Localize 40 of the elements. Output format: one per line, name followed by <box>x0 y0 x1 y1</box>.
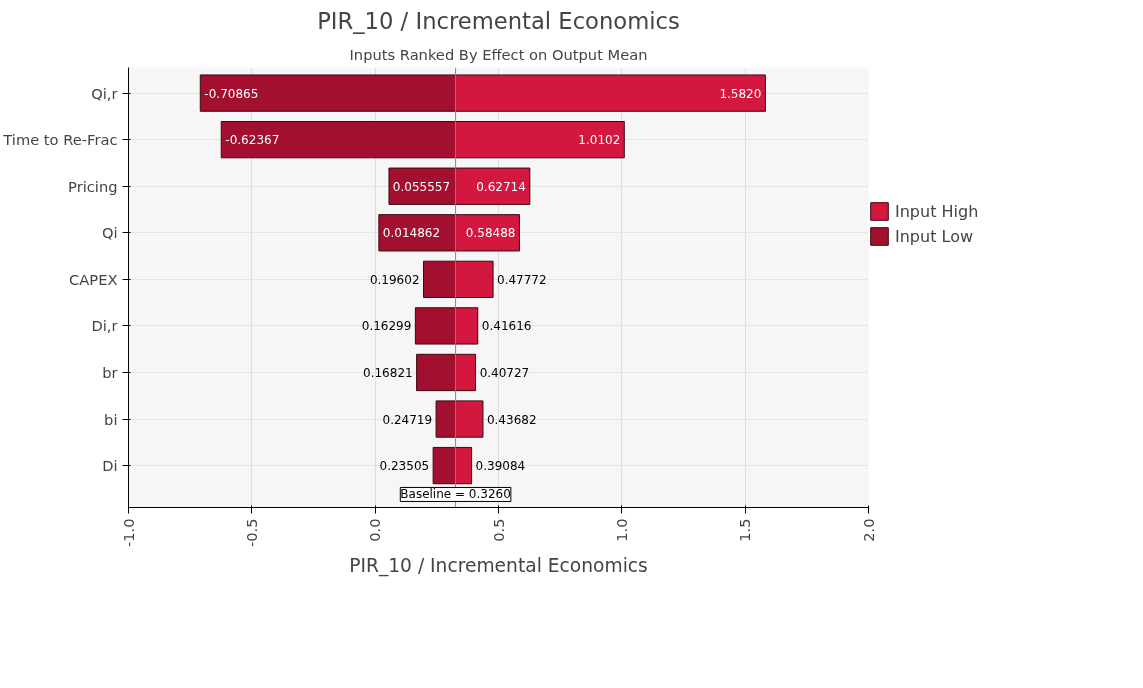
y-tick-label: Pricing <box>68 177 118 195</box>
x-tick-label: -1.0 <box>119 518 137 548</box>
annotation: 0.41616 <box>481 319 532 334</box>
y-tick-label: br <box>102 363 119 381</box>
annotation: -0.62367 <box>225 133 280 148</box>
chart-subtitle: Inputs Ranked By Effect on Output Mean <box>349 45 648 63</box>
annotation: 0.39084 <box>475 459 526 474</box>
y-tick-label: Di,r <box>91 317 119 335</box>
y-tick-label: Qi,r <box>91 84 119 102</box>
x-tick-label: 1.0 <box>612 518 630 542</box>
annotation: -0.70865 <box>204 86 259 101</box>
ref-line-label: Baseline = 0.3260 <box>400 487 511 502</box>
annotation: 0.43682 <box>486 412 537 427</box>
y-tick-label: Qi <box>101 224 118 242</box>
chart-title: PIR_10 / Incremental Economics <box>317 7 680 34</box>
x-tick-label: -0.5 <box>242 518 260 548</box>
x-tick-label: 2.0 <box>859 518 877 542</box>
x-tick-label: 1.5 <box>736 518 754 542</box>
annotation: 0.16299 <box>361 319 412 334</box>
annotation: 0.24719 <box>382 412 433 427</box>
annotation: 1.0102 <box>578 133 621 148</box>
x-axis-title: PIR_10 / Incremental Economics <box>349 555 648 578</box>
legend-label: Input Low <box>895 226 974 246</box>
annotation: 0.014862 <box>382 226 441 241</box>
annotation: 0.62714 <box>476 179 526 194</box>
x-tick-label: 0.5 <box>489 518 507 542</box>
y-tick-label: Time to Re-Frac <box>2 131 118 149</box>
annotation: 0.40727 <box>479 365 530 380</box>
y-tick-label: bi <box>104 410 118 428</box>
annotation: 0.58488 <box>465 226 516 241</box>
x-tick-label: 0.0 <box>366 518 384 542</box>
annotation: 0.23505 <box>379 459 430 474</box>
y-tick-label: CAPEX <box>69 270 118 288</box>
legend-label: Input High <box>895 201 979 221</box>
annotation: 0.16821 <box>363 365 413 380</box>
annotation: 0.19602 <box>369 272 420 287</box>
annotation: 0.055557 <box>392 179 451 194</box>
annotation: 1.5820 <box>719 86 762 101</box>
annotation: 0.47772 <box>497 272 547 287</box>
y-tick-label: Di <box>102 457 118 475</box>
